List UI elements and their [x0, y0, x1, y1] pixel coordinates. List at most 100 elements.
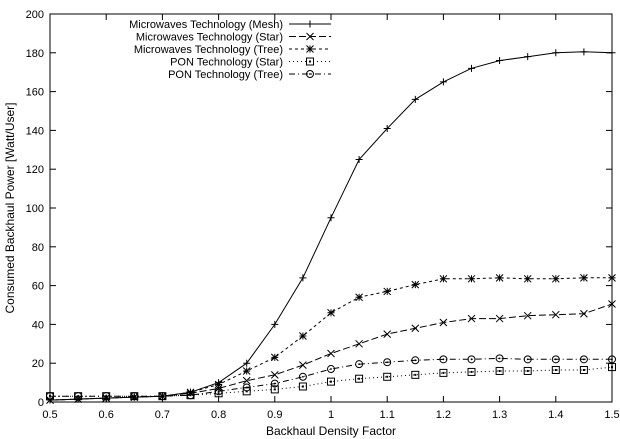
- data-point: [608, 273, 616, 282]
- data-point-center: [217, 390, 220, 393]
- data-point: [46, 392, 54, 401]
- legend-marker-center: [309, 73, 311, 75]
- data-point: [608, 363, 616, 372]
- data-point: [270, 379, 279, 388]
- data-point-center: [611, 366, 613, 369]
- data-point: [608, 300, 616, 308]
- data-point: [439, 355, 448, 364]
- data-point: [439, 318, 448, 327]
- data-point: [270, 370, 279, 379]
- legend-item: PON Technology (Star): [170, 57, 331, 69]
- y-tick-label: 0: [38, 397, 44, 409]
- x-tick-label: 1.4: [548, 409, 563, 421]
- data-point: [467, 355, 476, 364]
- legend-label: Microwaves Technology (Star): [136, 32, 283, 44]
- data-point: [102, 392, 111, 401]
- legend-label: PON Technology (Tree): [168, 69, 283, 81]
- data-point-center: [273, 382, 276, 385]
- data-point: [468, 64, 475, 72]
- legend-marker: [306, 20, 314, 28]
- data-point: [523, 274, 532, 283]
- data-point: [74, 392, 83, 401]
- series-1: [46, 48, 616, 404]
- data-point: [439, 274, 448, 283]
- data-point: [579, 365, 588, 374]
- legend-marker-center: [309, 60, 311, 63]
- y-tick-label: 60: [32, 281, 44, 293]
- legend-label: Microwaves Technology (Mesh): [129, 19, 283, 31]
- data-point: [467, 367, 476, 376]
- data-point: [608, 355, 616, 364]
- legend: Microwaves Technology (Mesh)Microwaves T…: [129, 19, 331, 81]
- x-axis-title: Backhaul Density Factor: [266, 424, 396, 438]
- data-point-center: [498, 357, 501, 360]
- x-axis: 0.5 0.6 0.7 0.8 0.9 1 1.1 1.2 1.3 1.4 1.5: [42, 14, 620, 421]
- data-point: [523, 311, 532, 320]
- series-3: [46, 273, 616, 404]
- data-point-center: [358, 377, 361, 380]
- data-point: [327, 377, 335, 386]
- data-point-center: [611, 358, 613, 361]
- data-point-center: [302, 375, 304, 378]
- data-point: [327, 365, 335, 374]
- data-point: [74, 395, 82, 403]
- legend-marker: [306, 45, 314, 53]
- legend-marker: [306, 57, 314, 66]
- data-point: [270, 353, 279, 362]
- data-point-center: [526, 358, 529, 361]
- data-point-center: [583, 358, 585, 361]
- data-point-center: [470, 370, 473, 373]
- data-point: [552, 49, 560, 57]
- data-point: [411, 356, 420, 365]
- plot-area: [49, 13, 613, 403]
- data-point: [383, 330, 392, 338]
- data-point-center: [554, 358, 557, 361]
- data-point: [411, 280, 420, 289]
- data-point: [580, 48, 588, 56]
- data-point: [355, 156, 363, 163]
- y-tick-label: 120: [26, 164, 44, 176]
- data-point: [551, 274, 560, 283]
- data-point-center: [414, 373, 417, 376]
- y-axis: 0 20 40 60 80 100 120 140 160 180 200: [26, 9, 612, 409]
- y-axis-title: Consumed Backhaul Power [Watt/User]: [3, 103, 17, 314]
- x-tick-label: 0.8: [211, 409, 226, 421]
- data-point: [579, 355, 588, 364]
- data-point-center: [49, 395, 51, 398]
- y-tick-label: 100: [26, 203, 44, 215]
- y-tick-label: 200: [26, 9, 44, 21]
- y-tick-label: 20: [32, 358, 44, 370]
- data-point: [608, 49, 616, 57]
- x-tick-label: 1.2: [436, 409, 451, 421]
- data-point: [383, 124, 391, 132]
- data-point: [439, 368, 448, 377]
- data-point: [439, 78, 447, 86]
- data-point-center: [217, 392, 220, 395]
- data-point: [383, 287, 392, 296]
- y-tick-label: 160: [26, 87, 44, 99]
- data-point-center: [105, 395, 108, 398]
- data-point: [355, 293, 363, 302]
- data-point: [270, 385, 279, 394]
- data-point: [214, 387, 223, 396]
- data-point-center: [330, 368, 332, 370]
- data-point-center: [442, 358, 445, 361]
- data-point: [551, 365, 560, 374]
- data-point: [495, 314, 504, 323]
- x-tick-label: 0.7: [155, 409, 170, 421]
- data-point-center: [582, 368, 585, 371]
- data-point: [355, 360, 364, 369]
- data-point: [299, 361, 307, 369]
- data-point: [242, 376, 251, 385]
- data-point-center: [386, 361, 389, 364]
- y-tick-label: 140: [26, 125, 44, 137]
- series-layer: [46, 48, 616, 404]
- data-point-center: [498, 369, 501, 372]
- y-tick-label: 180: [26, 48, 44, 60]
- data-point: [580, 273, 588, 282]
- data-point: [299, 274, 307, 282]
- data-point: [130, 392, 139, 401]
- series-line: [50, 357, 612, 397]
- data-point-center: [161, 395, 164, 398]
- series-line: [49, 303, 613, 401]
